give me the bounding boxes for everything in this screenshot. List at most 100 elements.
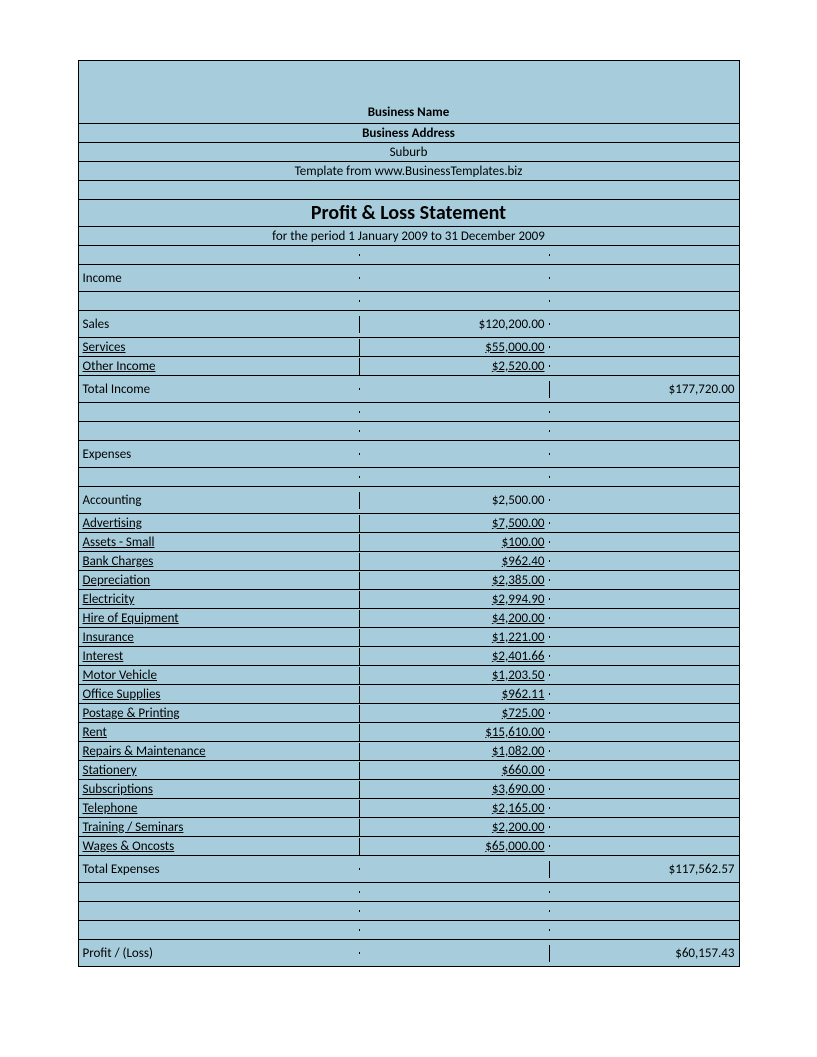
line-item-row: Hire of Equipment$4,200.00 [79, 609, 739, 628]
statement-title: Profit & Loss Statement [79, 200, 739, 226]
line-item-label: Rent [79, 724, 359, 741]
suburb: Suburb [79, 144, 739, 161]
total-income-label: Total Income [79, 381, 359, 398]
line-item-label: Sales [79, 316, 359, 333]
line-item-amount: $2,200.00 [359, 819, 549, 836]
total-income-amount: $177,720.00 [549, 381, 739, 398]
profit-loss-row: Profit / (Loss) $60,157.43 [79, 940, 739, 966]
line-item-amount: $4,200.00 [359, 610, 549, 627]
line-item-row: Interest$2,401.66 [79, 647, 739, 666]
line-item-amount: $2,500.00 [359, 492, 549, 509]
line-item-label: Postage & Printing [79, 705, 359, 722]
line-item-row: Repairs & Maintenance$1,082.00 [79, 742, 739, 761]
line-item-amount: $1,203.50 [359, 667, 549, 684]
total-expenses-label: Total Expenses [79, 861, 359, 878]
line-item-total-col [549, 560, 739, 562]
line-item-row: Depreciation$2,385.00 [79, 571, 739, 590]
line-item-amount: $15,610.00 [359, 724, 549, 741]
line-item-total-col [549, 541, 739, 543]
profit-loss-label: Profit / (Loss) [79, 945, 359, 962]
line-item-amount: $962.40 [359, 553, 549, 570]
line-item-amount: $120,200.00 [359, 316, 549, 333]
income-heading: Income [79, 270, 359, 287]
line-item-amount: $1,082.00 [359, 743, 549, 760]
line-item-amount: $55,000.00 [359, 339, 549, 356]
line-item-amount: $2,165.00 [359, 800, 549, 817]
line-item-label: Subscriptions [79, 781, 359, 798]
line-item-total-col [549, 522, 739, 524]
expenses-heading-row: Expenses [79, 441, 739, 468]
period-text: for the period 1 January 2009 to 31 Dece… [79, 228, 739, 245]
line-item-label: Services [79, 339, 359, 356]
line-item-amount: $2,994.90 [359, 591, 549, 608]
line-item-amount: $725.00 [359, 705, 549, 722]
line-item-label: Accounting [79, 492, 359, 509]
line-item-label: Electricity [79, 591, 359, 608]
line-item-row: Insurance$1,221.00 [79, 628, 739, 647]
header-row-address: Business Address [79, 124, 739, 143]
line-item-row: Advertising$7,500.00 [79, 514, 739, 533]
line-item-total-col [549, 499, 739, 501]
spacer-row [79, 422, 739, 441]
line-item-label: Assets - Small [79, 534, 359, 551]
line-item-total-col [549, 598, 739, 600]
line-item-amount: $962.11 [359, 686, 549, 703]
line-item-label: Training / Seminars [79, 819, 359, 836]
line-item-total-col [549, 579, 739, 581]
line-item-row: Office Supplies$962.11 [79, 685, 739, 704]
line-item-total-col [549, 323, 739, 325]
line-item-total-col [549, 731, 739, 733]
line-item-total-col [549, 346, 739, 348]
line-item-label: Repairs & Maintenance [79, 743, 359, 760]
header-row-suburb: Suburb [79, 143, 739, 162]
expenses-heading: Expenses [79, 446, 359, 463]
line-item-amount: $660.00 [359, 762, 549, 779]
total-income-row: Total Income $177,720.00 [79, 376, 739, 403]
line-item-row: Rent$15,610.00 [79, 723, 739, 742]
template-from: Template from www.BusinessTemplates.biz [79, 163, 739, 180]
line-item-row: Electricity$2,994.90 [79, 590, 739, 609]
spacer-row [79, 181, 739, 200]
line-item-label: Interest [79, 648, 359, 665]
line-item-total-col [549, 365, 739, 367]
line-item-amount: $2,385.00 [359, 572, 549, 589]
line-item-label: Advertising [79, 515, 359, 532]
line-item-total-col [549, 750, 739, 752]
line-item-total-col [549, 788, 739, 790]
line-item-total-col [549, 617, 739, 619]
spacer-row [79, 468, 739, 487]
line-item-label: Depreciation [79, 572, 359, 589]
line-item-row: Accounting$2,500.00 [79, 487, 739, 514]
line-item-amount: $100.00 [359, 534, 549, 551]
line-item-total-col [549, 769, 739, 771]
line-item-label: Telephone [79, 800, 359, 817]
line-item-amount: $65,000.00 [359, 838, 549, 855]
line-item-row: Training / Seminars$2,200.00 [79, 818, 739, 837]
business-name: Business Name [79, 104, 739, 121]
spacer-row [79, 902, 739, 921]
spacer-row [79, 292, 739, 311]
line-item-total-col [549, 826, 739, 828]
line-item-label: Hire of Equipment [79, 610, 359, 627]
line-item-row: Motor Vehicle$1,203.50 [79, 666, 739, 685]
line-item-amount: $3,690.00 [359, 781, 549, 798]
spacer-row [79, 921, 739, 940]
line-item-row: Subscriptions$3,690.00 [79, 780, 739, 799]
header-row-name: Business Name [79, 61, 739, 124]
line-item-total-col [549, 693, 739, 695]
line-item-row: Wages & Oncosts$65,000.00 [79, 837, 739, 856]
period-row: for the period 1 January 2009 to 31 Dece… [79, 227, 739, 246]
line-item-row: Services$55,000.00 [79, 338, 739, 357]
income-heading-row: Income [79, 265, 739, 292]
header-row-template: Template from www.BusinessTemplates.biz [79, 162, 739, 181]
title-row: Profit & Loss Statement [79, 200, 739, 227]
line-item-amount: $2,520.00 [359, 358, 549, 375]
line-item-row: Postage & Printing$725.00 [79, 704, 739, 723]
line-item-label: Other Income [79, 358, 359, 375]
business-address: Business Address [79, 125, 739, 142]
line-item-row: Telephone$2,165.00 [79, 799, 739, 818]
line-item-total-col [549, 712, 739, 714]
total-expenses-row: Total Expenses $117,562.57 [79, 856, 739, 883]
line-item-row: Stationery$660.00 [79, 761, 739, 780]
total-expenses-amount: $117,562.57 [549, 861, 739, 878]
